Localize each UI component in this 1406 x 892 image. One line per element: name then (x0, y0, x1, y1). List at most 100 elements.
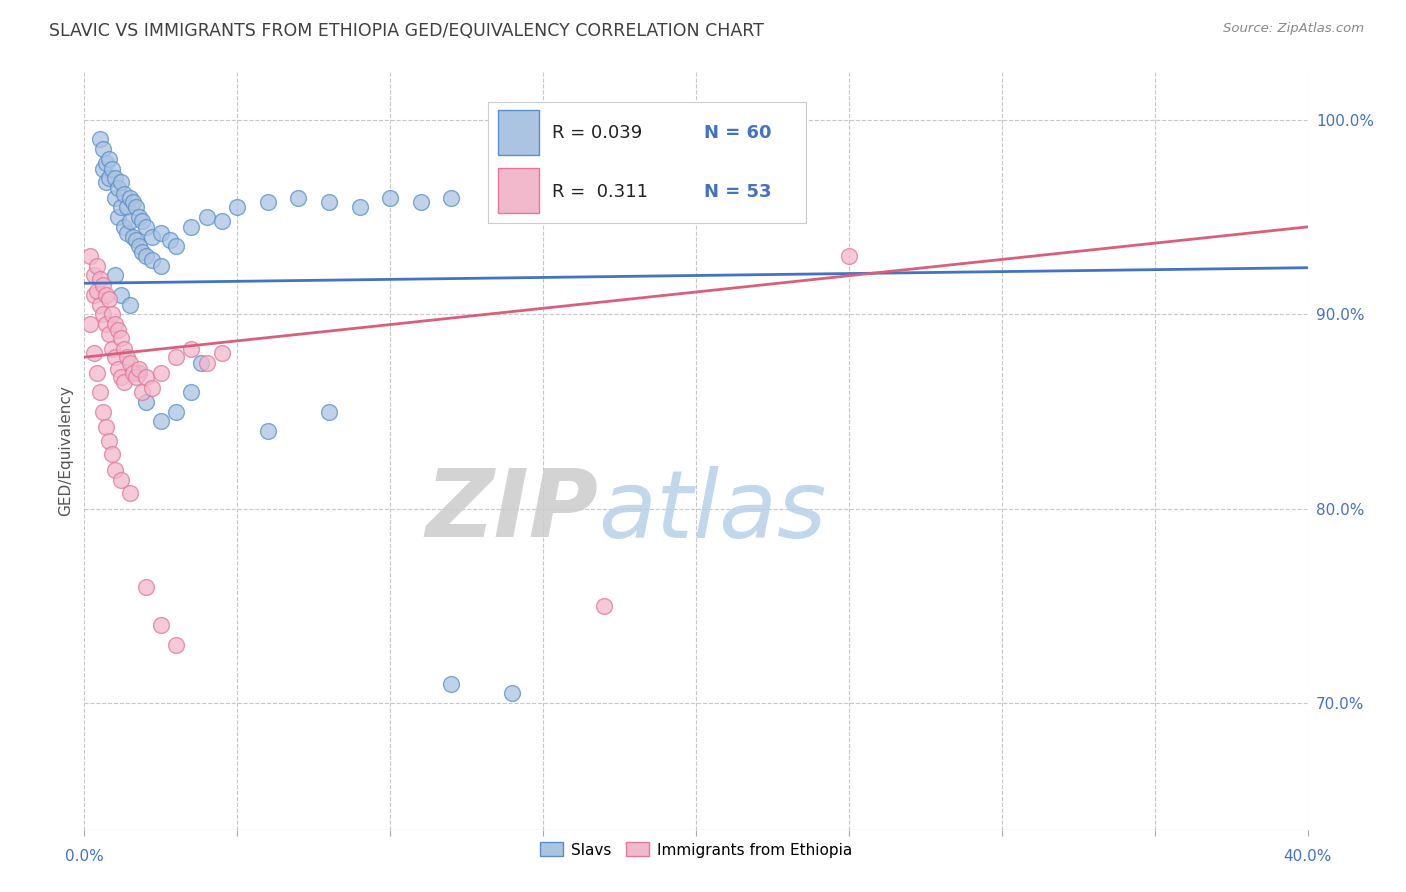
Point (107, 323, 129, 337)
Point (409, 194, 432, 209)
Point (115, 201, 138, 215)
Point (79, 317, 101, 331)
Point (318, 404, 340, 418)
Text: SLAVIC VS IMMIGRANTS FROM ETHIOPIA GED/EQUIVALENCY CORRELATION CHART: SLAVIC VS IMMIGRANTS FROM ETHIOPIA GED/E… (49, 22, 763, 40)
Point (120, 486, 142, 500)
Point (440, 677, 463, 691)
Text: Source: ZipAtlas.com: Source: ZipAtlas.com (1223, 22, 1364, 36)
Point (131, 214, 153, 228)
Point (107, 361, 129, 376)
Point (226, 201, 249, 215)
Point (122, 194, 145, 209)
Point (125, 234, 148, 248)
Point (165, 239, 187, 253)
Point (135, 369, 157, 384)
Point (89, 385, 111, 400)
Point (440, 191, 463, 205)
Point (112, 186, 135, 201)
Point (195, 210, 218, 224)
Point (107, 210, 129, 224)
Point (97, 326, 120, 341)
Point (83, 288, 105, 302)
Point (593, 599, 616, 613)
Point (195, 356, 218, 370)
Point (104, 171, 127, 186)
Point (141, 252, 163, 267)
Point (86, 366, 108, 380)
Point (135, 395, 157, 409)
Point (101, 161, 124, 176)
Text: 40.0%: 40.0% (1284, 848, 1331, 863)
Point (120, 191, 142, 205)
Point (110, 175, 132, 189)
Point (97, 292, 120, 306)
Point (159, 234, 181, 248)
Point (502, 686, 524, 700)
Point (180, 219, 202, 234)
Point (180, 385, 202, 400)
Point (257, 424, 280, 438)
Point (128, 239, 150, 253)
Point (86, 259, 108, 273)
Point (83, 346, 105, 360)
Point (131, 245, 153, 260)
Point (107, 181, 129, 195)
Point (149, 259, 172, 273)
Y-axis label: GED/Equivalency: GED/Equivalency (58, 385, 73, 516)
Point (838, 249, 860, 263)
Point (94, 317, 117, 331)
Point (91, 142, 114, 156)
Point (94, 175, 117, 189)
Point (685, 132, 707, 146)
Point (110, 331, 132, 345)
Point (287, 191, 309, 205)
Point (149, 414, 172, 428)
Point (97, 171, 120, 186)
Point (101, 307, 124, 321)
Point (380, 191, 402, 205)
Text: atlas: atlas (598, 466, 827, 557)
Point (120, 214, 142, 228)
Point (125, 369, 148, 384)
Point (91, 278, 114, 293)
Point (89, 298, 111, 312)
Text: 0.0%: 0.0% (65, 848, 104, 863)
Point (97, 434, 120, 448)
Point (101, 447, 124, 461)
Point (122, 229, 145, 244)
Point (141, 381, 163, 395)
Point (79, 249, 101, 263)
Point (104, 317, 127, 331)
Point (149, 366, 172, 380)
Point (91, 404, 114, 418)
Point (94, 420, 117, 434)
Point (165, 350, 187, 364)
Point (165, 404, 187, 418)
Point (110, 201, 132, 215)
Point (125, 201, 148, 215)
Point (104, 268, 127, 283)
Point (211, 214, 233, 228)
Point (349, 201, 371, 215)
Point (86, 284, 108, 298)
Point (141, 229, 163, 244)
Point (135, 580, 157, 594)
Point (91, 161, 114, 176)
Point (120, 356, 142, 370)
Point (110, 473, 132, 487)
Point (89, 132, 111, 146)
Point (257, 194, 280, 209)
Point (115, 226, 138, 240)
Point (112, 219, 135, 234)
Point (165, 638, 187, 652)
Point (135, 249, 157, 263)
Point (104, 191, 127, 205)
Point (112, 343, 135, 357)
Point (89, 272, 111, 286)
Point (91, 307, 114, 321)
Point (94, 288, 117, 302)
Point (318, 194, 340, 209)
Point (128, 361, 150, 376)
Point (122, 366, 145, 380)
Point (128, 210, 150, 224)
